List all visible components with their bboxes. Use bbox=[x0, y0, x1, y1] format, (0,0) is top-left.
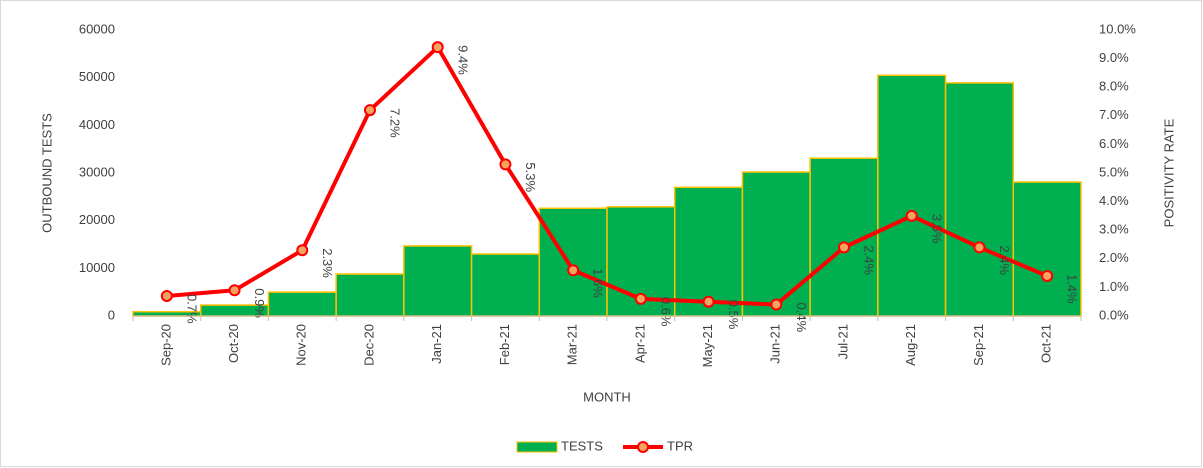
y2-tick-label: 5.0% bbox=[1099, 164, 1129, 179]
x-tick-label: Oct-21 bbox=[1039, 324, 1054, 363]
legend-swatch bbox=[516, 441, 558, 453]
data-label: 0.4% bbox=[794, 303, 809, 333]
data-label: 2.3% bbox=[320, 248, 335, 278]
line-marker bbox=[160, 289, 173, 302]
data-label: 1.6% bbox=[591, 268, 606, 298]
y-tick-label: 30000 bbox=[79, 164, 115, 179]
x-tick-label: Apr-21 bbox=[632, 324, 647, 363]
data-label: 1.4% bbox=[1065, 274, 1080, 304]
y-tick-label: 10000 bbox=[79, 260, 115, 275]
x-tick-label: Aug-21 bbox=[903, 324, 918, 366]
data-label: 0.6% bbox=[658, 297, 673, 327]
data-label: 3.5% bbox=[929, 214, 944, 244]
bar bbox=[470, 253, 541, 317]
line-marker bbox=[228, 284, 241, 297]
line-marker bbox=[499, 158, 512, 171]
y-tick-label: 40000 bbox=[79, 117, 115, 132]
y-tick-label: 20000 bbox=[79, 212, 115, 227]
data-label: 2.4% bbox=[862, 245, 877, 275]
y2-tick-label: 2.0% bbox=[1099, 250, 1129, 265]
y2-tick-label: 10.0% bbox=[1099, 21, 1136, 36]
line-marker bbox=[770, 298, 783, 311]
bar bbox=[944, 82, 1015, 317]
x-tick-label: Sep-21 bbox=[971, 324, 986, 366]
legend-label: TESTS bbox=[561, 438, 603, 453]
line-marker bbox=[1041, 269, 1054, 282]
x-tick-label: Mar-21 bbox=[565, 324, 580, 365]
line-marker bbox=[973, 241, 986, 254]
data-label: 7.2% bbox=[388, 108, 403, 138]
bar bbox=[877, 74, 947, 317]
data-label: 0.9% bbox=[252, 288, 267, 318]
bar bbox=[538, 207, 608, 317]
line-marker bbox=[905, 209, 918, 222]
data-label: 2.4% bbox=[997, 245, 1012, 275]
line-marker bbox=[702, 295, 715, 308]
data-label: 9.4% bbox=[455, 45, 470, 75]
line-marker bbox=[364, 104, 376, 117]
x-tick-label: May-21 bbox=[700, 324, 715, 367]
y2-tick-label: 1.0% bbox=[1099, 279, 1129, 294]
x-tick-label: Sep-20 bbox=[158, 324, 173, 366]
x-tick-label: Oct-20 bbox=[226, 324, 241, 363]
y2-axis-title: POSITIVITY RATE bbox=[1161, 118, 1176, 227]
y2-tick-label: 6.0% bbox=[1099, 136, 1129, 151]
y2-tick-label: 7.0% bbox=[1099, 107, 1129, 122]
line-marker bbox=[431, 41, 444, 54]
y-axis-title: OUTBOUND TESTS bbox=[39, 113, 54, 233]
y2-tick-label: 4.0% bbox=[1099, 193, 1129, 208]
x-tick-label: Jun-21 bbox=[768, 324, 783, 364]
bar bbox=[267, 291, 337, 317]
x-tick-label: Feb-21 bbox=[497, 324, 512, 365]
line bbox=[166, 45, 1048, 307]
legend-marker bbox=[637, 441, 649, 453]
y2-tick-label: 3.0% bbox=[1099, 222, 1129, 237]
x-tick-label: Dec-20 bbox=[361, 324, 376, 366]
line-marker bbox=[567, 264, 580, 277]
x-tick-label: Jan-21 bbox=[429, 324, 444, 364]
x-tick-label: Nov-20 bbox=[294, 324, 309, 366]
data-label: 5.3% bbox=[523, 162, 538, 192]
bar bbox=[403, 245, 473, 317]
x-tick-label: Jul-21 bbox=[835, 324, 850, 359]
y2-tick-label: 0.0% bbox=[1099, 307, 1129, 322]
line-marker bbox=[296, 244, 309, 257]
y2-tick-label: 9.0% bbox=[1099, 50, 1129, 65]
x-axis-title: MONTH bbox=[583, 389, 631, 404]
line-marker bbox=[838, 241, 850, 254]
y-tick-label: 60000 bbox=[79, 21, 115, 36]
y-tick-label: 0 bbox=[108, 307, 115, 322]
bar bbox=[741, 171, 811, 317]
legend-label: TPR bbox=[667, 438, 693, 453]
data-label: 0.7% bbox=[184, 294, 199, 324]
y-tick-label: 50000 bbox=[79, 69, 115, 84]
data-label: 0.5% bbox=[726, 300, 741, 330]
bar bbox=[1012, 181, 1082, 317]
bar bbox=[335, 273, 405, 317]
y2-tick-label: 8.0% bbox=[1099, 79, 1129, 94]
line-marker bbox=[634, 292, 647, 305]
